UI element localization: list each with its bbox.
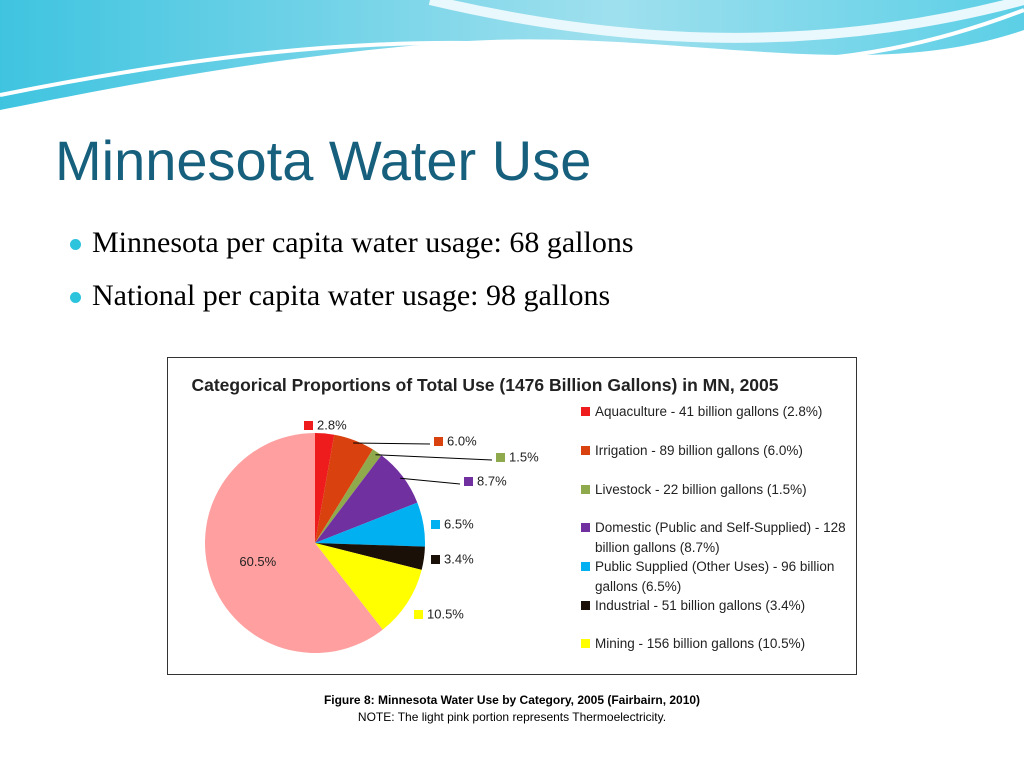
pie-slice — [315, 455, 418, 543]
legend-swatch — [581, 523, 590, 532]
caption-note: NOTE: The light pink portion represents … — [357, 710, 667, 724]
legend-entry: Livestock - 22 billion gallons (1.5%) — [595, 482, 807, 497]
pie-slice — [315, 543, 422, 630]
data-label: 6.0% — [447, 433, 477, 448]
label-swatch — [431, 520, 440, 529]
pie-slice — [204, 433, 383, 653]
legend-entry: Irrigation - 89 billion gallons (6.0%) — [595, 443, 803, 458]
label-swatch — [434, 437, 443, 446]
bullet: Minnesota per capita water usage: 68 gal… — [92, 226, 634, 259]
bullet-dot — [70, 292, 81, 303]
legend-swatch — [581, 601, 590, 610]
legend-swatch — [581, 407, 590, 416]
data-label: 2.8% — [317, 417, 347, 432]
label-swatch — [496, 453, 505, 462]
leader-line — [375, 454, 493, 461]
pie-slice — [315, 434, 373, 543]
label-swatch — [304, 421, 313, 430]
pie-slice — [315, 543, 425, 570]
data-label: 10.5% — [427, 606, 464, 621]
data-label: 8.7% — [477, 473, 507, 488]
legend-swatch — [581, 639, 590, 648]
legend-entry: Domestic (Public and Self-Supplied) - 12… — [595, 520, 846, 555]
legend-swatch — [581, 562, 590, 571]
data-label: 60.5% — [239, 554, 276, 569]
legend-entry: Aquaculture - 41 billion gallons (2.8%) — [595, 404, 823, 419]
slide-title: Minnesota Water Use — [55, 129, 592, 192]
label-swatch — [414, 610, 423, 619]
bullet-dot — [70, 239, 81, 250]
caption: Figure 8: Minnesota Water Use by Categor… — [323, 693, 701, 707]
wave-line — [428, 0, 1024, 43]
data-label: 3.4% — [444, 551, 474, 566]
leader-line — [353, 442, 431, 445]
pie-slice — [315, 449, 382, 543]
legend-entry: Industrial - 51 billion gallons (3.4%) — [595, 598, 806, 613]
legend-swatch — [581, 485, 590, 494]
wave-line — [0, 8, 1024, 97]
legend-entry: Public Supplied (Other Uses) - 96 billio… — [595, 559, 835, 594]
data-label: 6.5% — [444, 516, 474, 531]
legend-swatch — [581, 446, 590, 455]
pie-slice — [315, 502, 425, 547]
label-swatch — [464, 477, 473, 486]
legend-entry: Mining - 156 billion gallons (10.5%) — [595, 636, 806, 651]
label-swatch — [431, 555, 440, 564]
chart-title: Categorical Proportions of Total Use (14… — [191, 375, 779, 395]
leader-line — [400, 477, 461, 485]
header-wave — [0, 0, 1024, 110]
bullet: National per capita water usage: 98 gall… — [92, 279, 611, 312]
pie-slice — [315, 433, 335, 543]
data-label: 1.5% — [509, 449, 539, 464]
